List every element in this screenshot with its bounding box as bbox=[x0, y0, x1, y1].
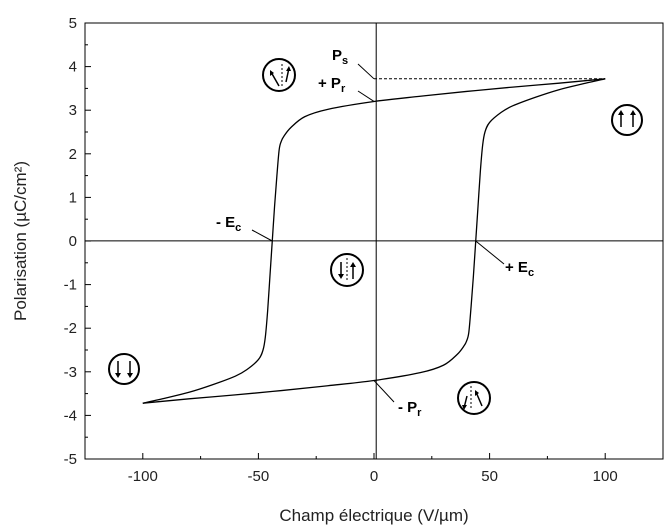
domain-remanent-positive-icon bbox=[262, 58, 296, 92]
plus-pr-label-main: + P bbox=[318, 75, 341, 92]
minus-pr-label-main: - P bbox=[398, 399, 417, 416]
plus-ec-label: + Ec bbox=[505, 259, 534, 279]
plus-pr-label: + Pr bbox=[318, 75, 346, 95]
x-tick-label: 0 bbox=[370, 468, 378, 485]
minus-pr-leader bbox=[373, 380, 395, 403]
ascending-branch-line bbox=[142, 78, 606, 404]
plus-ec-label-main: + E bbox=[505, 259, 528, 276]
y-tick-label: 1 bbox=[69, 189, 77, 206]
x-tick-label: 100 bbox=[593, 468, 618, 485]
plus-pr-leader bbox=[357, 90, 375, 102]
x-axis-title: Champ électrique (V/µm) bbox=[279, 506, 468, 525]
hysteresis-loop bbox=[142, 78, 606, 404]
minus-ec-label-sub: c bbox=[235, 222, 241, 234]
minus-pr-label-sub: r bbox=[417, 407, 422, 419]
domain-saturated-down-icon bbox=[108, 353, 140, 385]
y-tick-label: -1 bbox=[64, 277, 77, 294]
y-tick-label: -2 bbox=[64, 320, 77, 337]
y-tick-label: 3 bbox=[69, 102, 77, 119]
ps-label-main: P bbox=[332, 47, 342, 64]
ps-leader bbox=[357, 63, 375, 80]
domain-neutral-icon bbox=[330, 253, 364, 287]
y-tick-label: 5 bbox=[69, 15, 77, 32]
minus-ec-label: - Ec bbox=[216, 214, 241, 234]
x-tick-label: -50 bbox=[248, 468, 270, 485]
y-tick-label: -3 bbox=[64, 364, 77, 381]
plus-ec-leader bbox=[475, 240, 505, 265]
plus-pr-label-sub: r bbox=[341, 83, 346, 95]
domain-remanent-negative-icon bbox=[457, 381, 491, 415]
y-tick-label: 0 bbox=[69, 233, 77, 250]
ps-label-sub: s bbox=[342, 55, 348, 67]
y-tick-label: -4 bbox=[64, 407, 77, 424]
x-tick-label: 50 bbox=[481, 468, 498, 485]
axis-tick-labels: -100 -50 0 50 100 -5 -4 -3 -2 -1 0 1 2 3 4 5 bbox=[64, 15, 618, 485]
y-axis-title: Polarisation (µC/cm²) bbox=[11, 161, 30, 321]
axis-ticks bbox=[84, 22, 664, 460]
domain-saturated-up-icon bbox=[611, 104, 643, 136]
minus-ec-label-main: - E bbox=[216, 214, 235, 231]
ps-label: Ps bbox=[332, 47, 348, 67]
minus-ec-leader bbox=[251, 229, 273, 242]
y-tick-label: 2 bbox=[69, 146, 77, 163]
y-tick-label: 4 bbox=[69, 59, 77, 76]
minus-pr-label: - Pr bbox=[398, 399, 422, 419]
x-tick-label: -100 bbox=[128, 468, 158, 485]
plus-ec-label-sub: c bbox=[528, 267, 534, 279]
descending-branch-line bbox=[142, 78, 606, 404]
y-tick-label: -5 bbox=[64, 451, 77, 468]
